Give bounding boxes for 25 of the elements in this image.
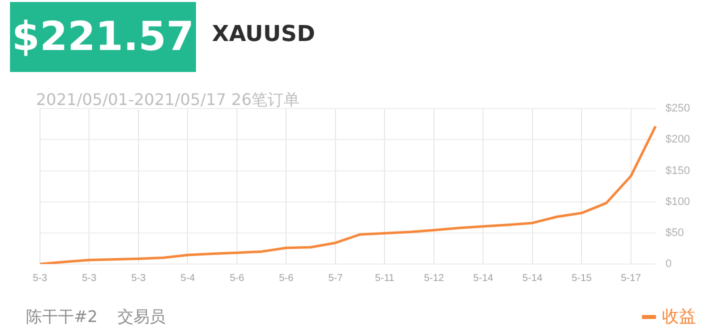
y-tick-label: $50 <box>666 226 684 239</box>
y-tick-label: $150 <box>666 164 690 177</box>
x-tick-label: 5-14 <box>473 272 494 284</box>
x-tick-label: 5-3 <box>82 272 97 284</box>
x-tick-label: 5-15 <box>572 272 592 284</box>
annotation: 2021/05/01-2021/05/17 26笔订单 <box>36 90 300 111</box>
x-tick-label: 5-12 <box>424 272 444 284</box>
y-tick-label: $100 <box>666 196 690 208</box>
y-tick-label: $250 <box>666 102 690 115</box>
chart-title: $221.57 <box>10 2 196 72</box>
x-tick-label: 5-14 <box>522 272 543 284</box>
x-tick-label: 5-7 <box>328 272 344 284</box>
y-tick-label: 0 <box>666 258 672 270</box>
x-tick-label: 5-4 <box>180 272 196 284</box>
text: 陈干干#2 <box>26 307 98 326</box>
x-tick-label: 5-3 <box>32 272 48 284</box>
text: 交易员 <box>118 307 166 326</box>
x-tick-label: 5-11 <box>375 272 395 284</box>
chart-subtitle: XAUUSD <box>212 22 316 47</box>
x-tick-label: 5-6 <box>230 272 245 284</box>
legend-label: 收益 <box>662 306 696 328</box>
y-tick-label: $200 <box>666 134 690 146</box>
x-tick-label: 5-6 <box>278 272 294 284</box>
x-tick-label: 5-17 <box>620 272 642 284</box>
x-tick-label: 5-3 <box>131 272 146 284</box>
